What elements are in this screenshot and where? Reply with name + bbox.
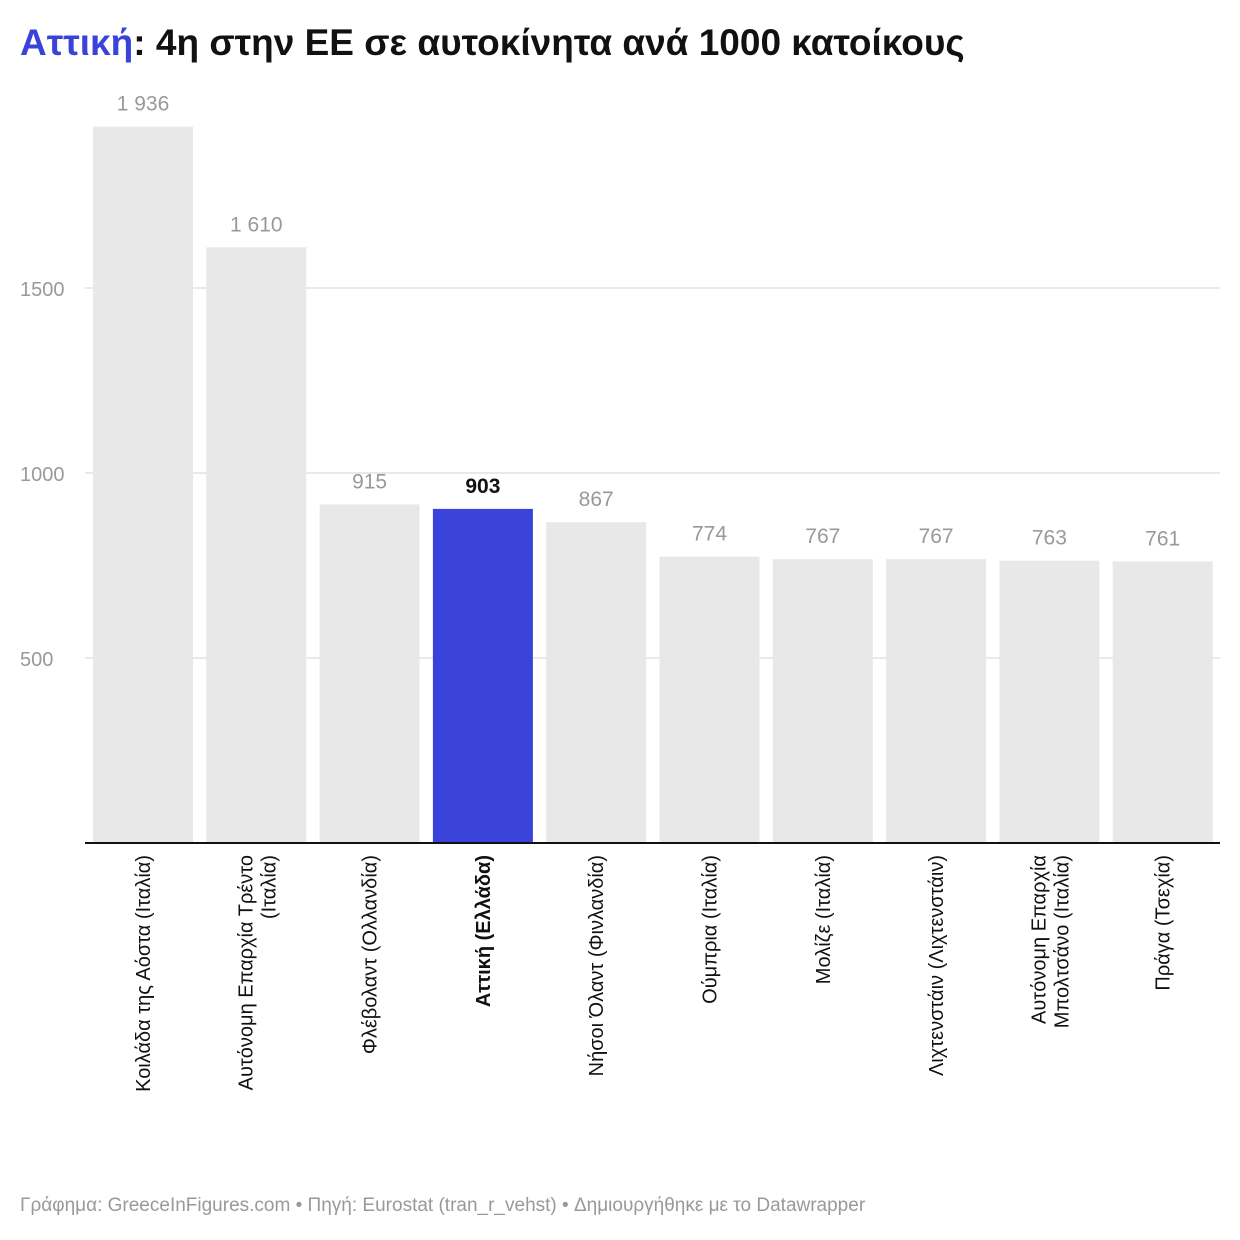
x-tick-label: Νήσοι Όλαντ (Φινλανδία) bbox=[586, 855, 608, 1076]
x-tick-label-line: Κοιλάδα της Αόστα (Ιταλία) bbox=[133, 855, 155, 1092]
y-tick-label: 1000 bbox=[20, 464, 65, 486]
x-tick-label-line: Μολίζε (Ιταλία) bbox=[813, 855, 835, 984]
data-label: 1 936 bbox=[117, 93, 170, 116]
x-tick-label: Αττική (Ελλάδα) bbox=[473, 855, 495, 1007]
x-tick-label: Κοιλάδα της Αόστα (Ιταλία) bbox=[133, 855, 155, 1092]
data-label: 915 bbox=[352, 470, 387, 493]
bar bbox=[772, 559, 873, 843]
bar bbox=[93, 126, 193, 844]
data-label: 761 bbox=[1145, 527, 1180, 550]
data-label: 774 bbox=[692, 523, 727, 546]
title-rest: : 4η στην ΕΕ σε αυτοκίνητα ανά 1000 κατο… bbox=[133, 22, 965, 63]
x-tick-label: Ούμπρια (Ιταλία) bbox=[700, 855, 722, 1004]
bar bbox=[659, 556, 760, 843]
y-tick-label: 500 bbox=[20, 649, 53, 671]
x-tick-label-line: Πράγα (Τσεχία) bbox=[1153, 855, 1175, 991]
data-label: 767 bbox=[805, 525, 840, 548]
data-label: 1 610 bbox=[230, 213, 283, 236]
title-highlight: Αττική bbox=[20, 22, 134, 63]
bar bbox=[546, 522, 647, 843]
data-label: 867 bbox=[579, 488, 614, 511]
x-tick-label-line: Αυτόνομη Επαρχία bbox=[1028, 855, 1050, 1024]
x-tick-label-line: Λιχτενστάιν (Λιχτενστάιν) bbox=[926, 855, 948, 1076]
bar bbox=[1112, 561, 1213, 843]
x-tick-label: Μολίζε (Ιταλία) bbox=[813, 855, 835, 984]
x-tick-label-line: (Ιταλία) bbox=[258, 855, 280, 919]
x-tick-label-line: Ούμπρια (Ιταλία) bbox=[700, 855, 722, 1004]
data-label: 763 bbox=[1032, 527, 1067, 550]
bar bbox=[206, 247, 307, 844]
x-tick-label-line: Νήσοι Όλαντ (Φινλανδία) bbox=[586, 855, 608, 1076]
bar bbox=[319, 504, 420, 843]
x-tick-label: Φλέβολαντ (Ολλανδία) bbox=[360, 855, 382, 1054]
x-tick-label: Αυτόνομη ΕπαρχίαΜπολτσάνο (Ιταλία) bbox=[1028, 855, 1073, 1028]
x-tick-label: Αυτόνομη Επαρχία Τρέντο(Ιταλία) bbox=[235, 855, 280, 1090]
footer-credits: Γράφημα: GreeceInFigures.com • Πηγή: Eur… bbox=[20, 1195, 866, 1216]
bar bbox=[999, 560, 1100, 843]
x-tick-label: Λιχτενστάιν (Λιχτενστάιν) bbox=[926, 855, 948, 1076]
x-tick-label-line: Μπολτσάνο (Ιταλία) bbox=[1051, 855, 1073, 1028]
data-label: 767 bbox=[919, 525, 954, 548]
x-tick-label: Πράγα (Τσεχία) bbox=[1153, 855, 1175, 991]
data-label: 903 bbox=[465, 475, 500, 498]
x-tick-label-line: Αττική (Ελλάδα) bbox=[473, 855, 495, 1007]
y-tick-label: 1500 bbox=[20, 279, 65, 301]
x-tick-label-line: Φλέβολαντ (Ολλανδία) bbox=[360, 855, 382, 1054]
bar bbox=[432, 508, 533, 843]
chart-title: Αττική: 4η στην ΕΕ σε αυτοκίνητα ανά 100… bbox=[20, 22, 965, 64]
bar bbox=[886, 559, 987, 843]
x-tick-label-line: Αυτόνομη Επαρχία Τρέντο bbox=[235, 855, 257, 1090]
